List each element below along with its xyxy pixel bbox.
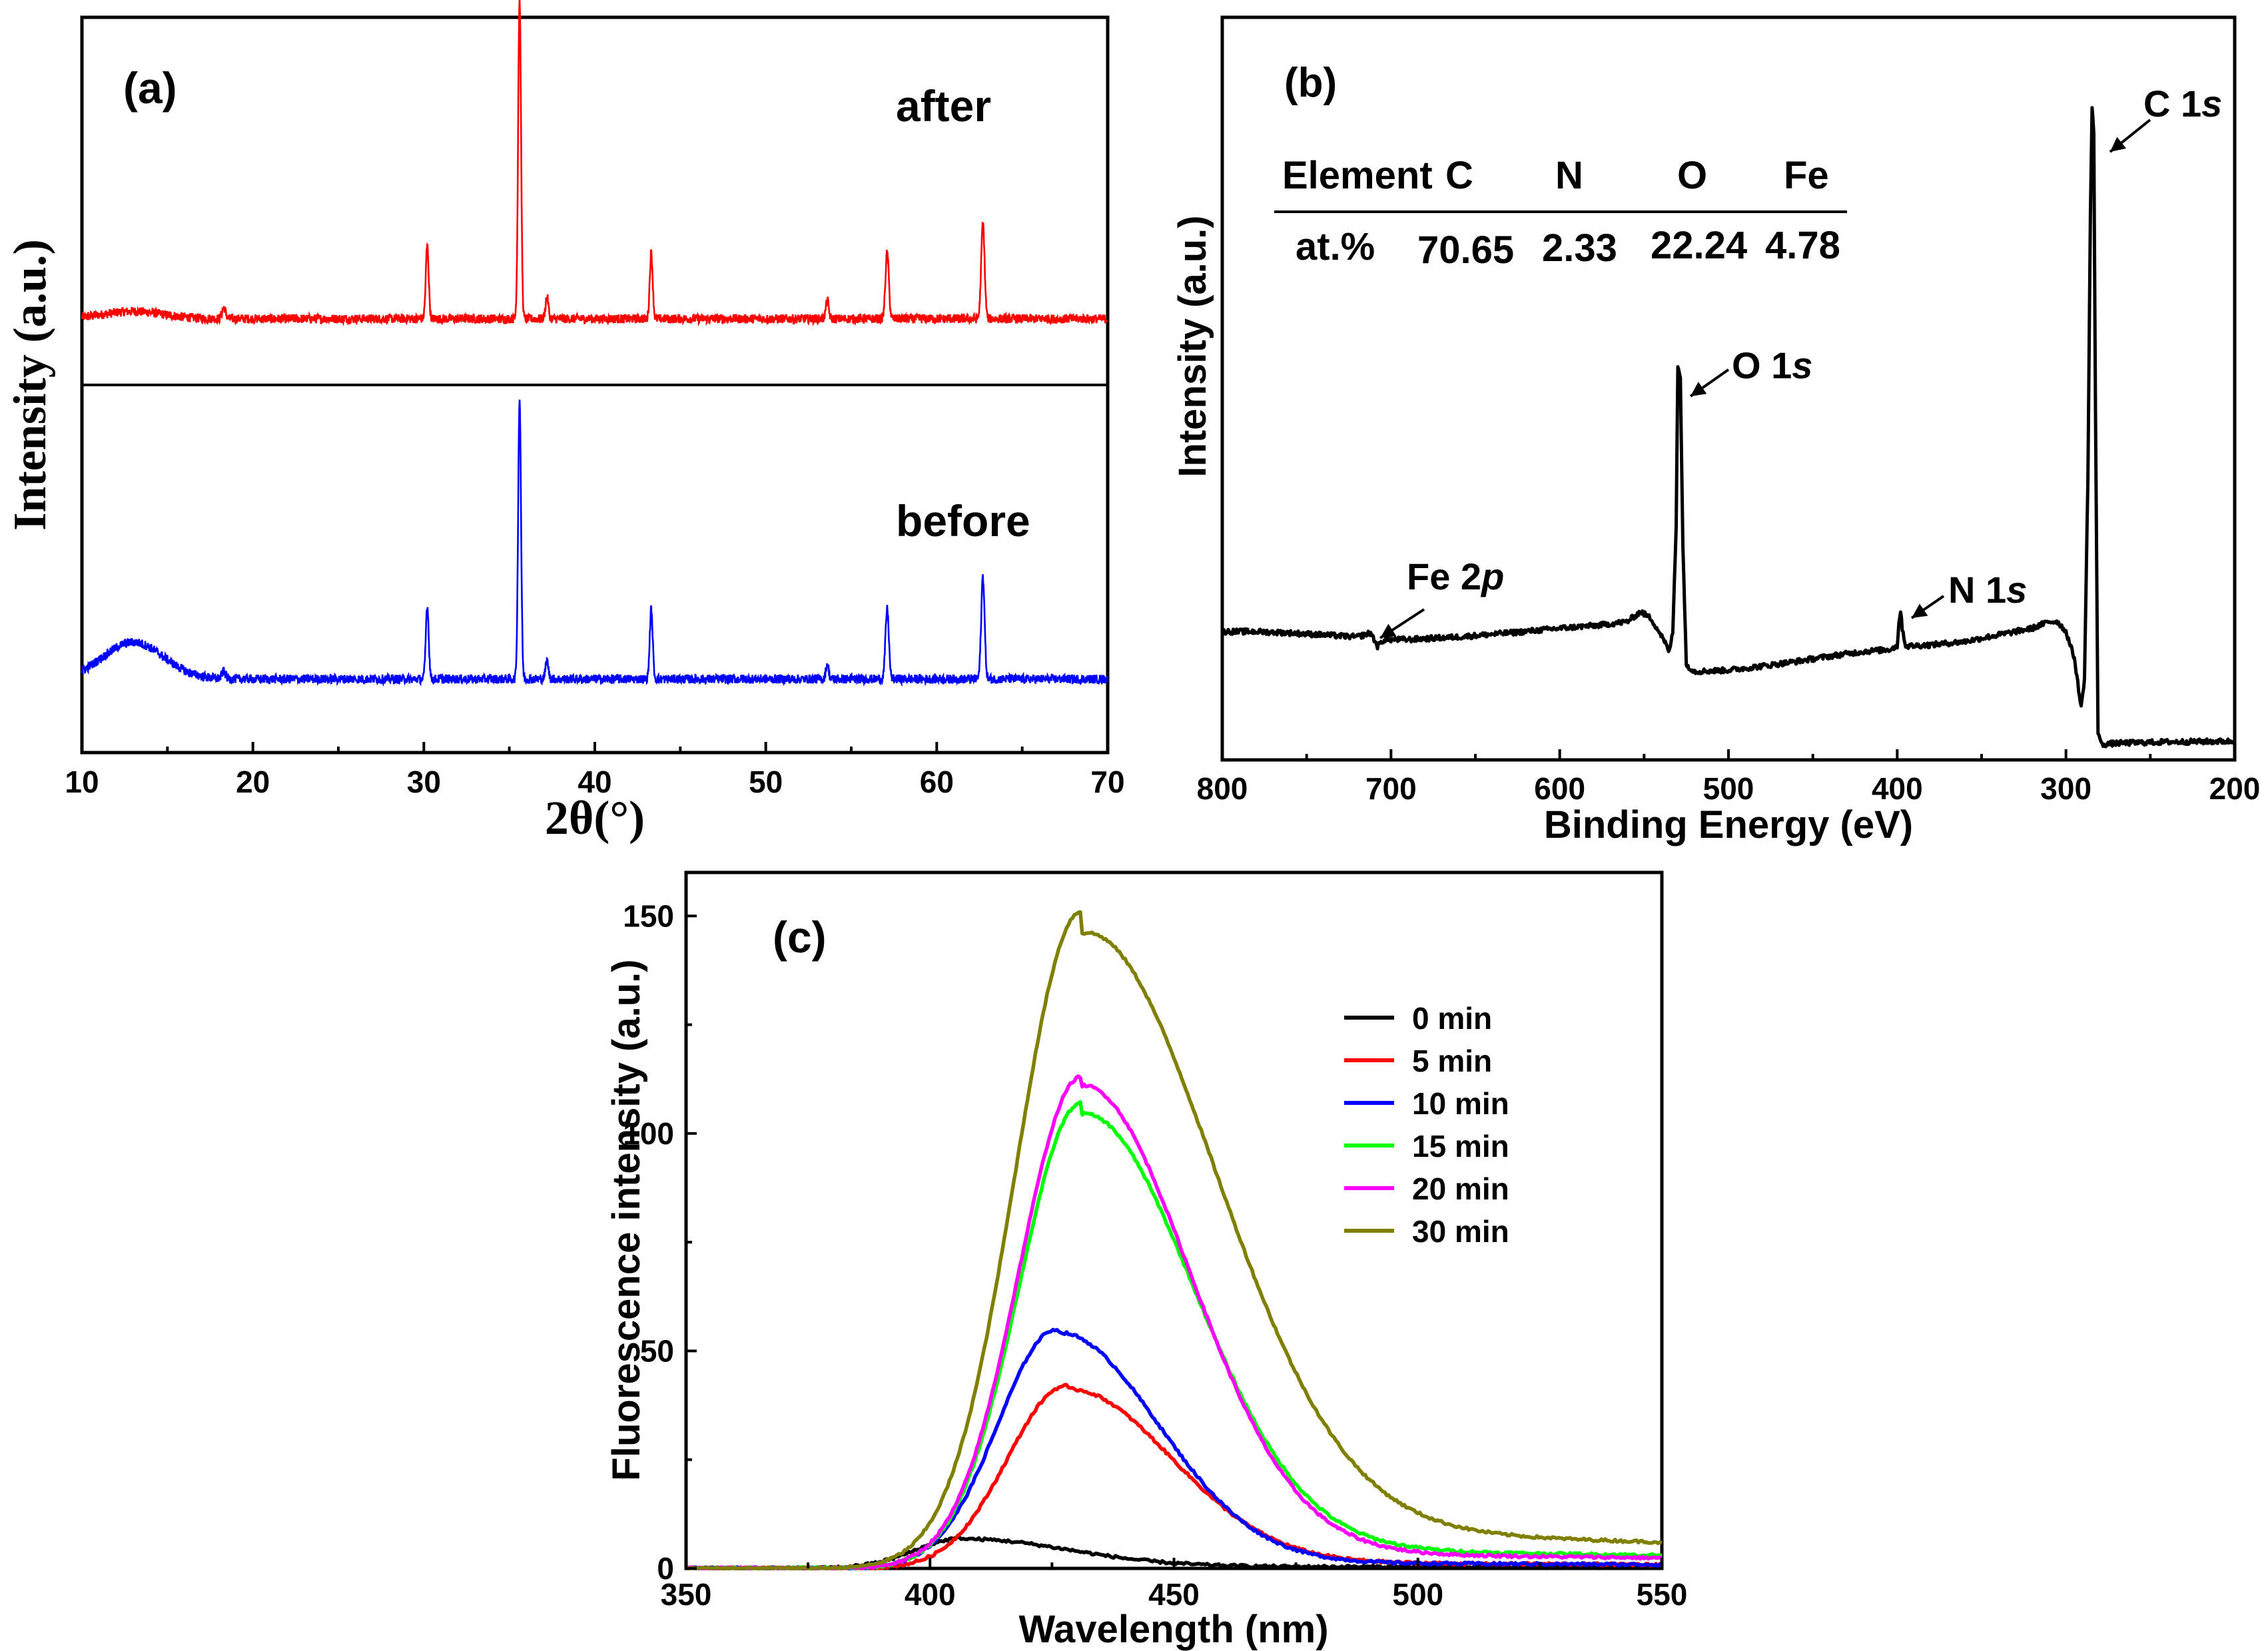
table-header-n: N [1555, 154, 1583, 197]
table-value-fe: 4.78 [1765, 224, 1840, 267]
x-tick-label: 40 [577, 765, 611, 799]
panel-a-x-ticks: 10 20 30 40 50 60 70 [65, 742, 1125, 799]
x-tick-label: 700 [1365, 771, 1417, 806]
series-10-min [685, 1327, 1663, 1570]
series-5-min [686, 1383, 1663, 1570]
table-header-c: C [1445, 154, 1473, 197]
x-tick-label: 30 [407, 765, 441, 799]
table-header-fe: Fe [1784, 154, 1829, 197]
panel-b-x-title: Binding Energy (eV) [1544, 803, 1913, 846]
x-tick-label: 10 [65, 765, 99, 799]
panel-c-ticks: 350 400 450 500 550 0 50 100 150 [623, 898, 1687, 1612]
arrow-head-o [1691, 382, 1707, 396]
panel-c-label: (c) [773, 912, 827, 962]
x-tick-label: 450 [1148, 1577, 1200, 1612]
panel-b-series [1220, 106, 2236, 749]
x-tick-label: 20 [236, 765, 270, 799]
x-tick-label: 500 [1392, 1577, 1443, 1612]
arrow-head-n [1912, 603, 1928, 618]
x-tick-label: 300 [2040, 771, 2091, 806]
legend-label: 20 min [1412, 1171, 1509, 1206]
panel-c-y-title: Fluorescence intensity (a.u.) [605, 959, 648, 1481]
series-20-min [686, 1074, 1663, 1570]
panel-c-fluorescence: 350 400 450 500 550 0 50 100 150 0 min 5 min 10 mi… [605, 870, 1687, 1651]
peak-label-o: O 1s [1732, 344, 1812, 386]
before-label: before [896, 496, 1030, 545]
panel-c-series [685, 910, 1663, 1570]
series-30-min [686, 910, 1663, 1570]
legend-label: 5 min [1412, 1044, 1492, 1078]
panel-b-annotations: Fe 2p O 1s N 1s C 1s [1379, 83, 2222, 639]
x-tick-label: 70 [1090, 765, 1124, 799]
panel-a-series [81, 0, 1108, 687]
panel-b-x-ticks: 800 700 600 500 400 300 200 [1197, 749, 2261, 806]
inset-table: Element C N O Fe at.% 70.65 2.33 22.24 4… [1274, 154, 1847, 272]
panel-b-xps: 800 700 600 500 400 300 200 Fe 2pO 1sN 1sC 1s … [1171, 15, 2261, 846]
x-tick-label: 200 [2209, 771, 2261, 806]
x-tick-label: 550 [1637, 1577, 1688, 1612]
legend-label: 10 min [1412, 1086, 1509, 1121]
y-tick-label: 50 [640, 1333, 674, 1368]
x-tick-label: 60 [920, 765, 954, 799]
panel-c-legend: 0 min 5 min 10 min 15 min 20 min 30 min [1344, 1001, 1509, 1249]
arrow-head-fe [1380, 623, 1397, 638]
x-tick-label: 50 [749, 765, 783, 799]
panel-a-x-title: 2θ(°) [545, 791, 645, 844]
peak-label-c: C 1s [2143, 83, 2222, 125]
panel-a-y-title: Intensity (a.u.) [5, 239, 56, 531]
panel-a-label: (a) [123, 63, 177, 113]
x-tick-label: 600 [1534, 771, 1585, 806]
series-xps-survey [1220, 106, 2236, 749]
x-tick-label: 400 [1872, 771, 1923, 806]
table-row-label: at.% [1296, 225, 1375, 268]
peak-label-fe: Fe 2p [1407, 555, 1504, 597]
panel-c-frame [684, 870, 1664, 1570]
table-value-o: 22.24 [1651, 224, 1747, 267]
arrow-head-c [2110, 137, 2127, 152]
series-before [81, 399, 1108, 687]
y-tick-label: 0 [657, 1551, 674, 1586]
y-tick-label: 100 [623, 1116, 674, 1151]
table-value-n: 2.33 [1542, 226, 1617, 270]
table-header-o: O [1677, 154, 1707, 197]
series-15-min [686, 1100, 1663, 1570]
after-label: after [896, 81, 991, 131]
table-value-c: 70.65 [1417, 228, 1514, 272]
x-tick-label: 500 [1703, 771, 1754, 806]
legend-label: 30 min [1412, 1214, 1509, 1249]
panel-b-label: (b) [1284, 60, 1337, 106]
x-tick-label: 800 [1197, 771, 1248, 806]
panel-b-y-title: Intensity (a.u.) [1171, 215, 1214, 477]
x-tick-label: 350 [661, 1577, 712, 1612]
legend-label: 15 min [1412, 1129, 1509, 1163]
legend-label: 0 min [1412, 1001, 1492, 1036]
table-header-element: Element [1282, 154, 1433, 197]
panel-b-frame [1220, 15, 2237, 762]
panel-c-x-title: Wavelength (nm) [1018, 1608, 1328, 1651]
peak-label-n: N 1s [1948, 569, 2027, 611]
series-after [81, 0, 1108, 327]
x-tick-label: 400 [905, 1577, 956, 1612]
y-tick-label: 150 [623, 898, 674, 933]
panel-a-xrd: 10 20 30 40 50 60 70 (a) after before Intensit… [5, 0, 1125, 844]
